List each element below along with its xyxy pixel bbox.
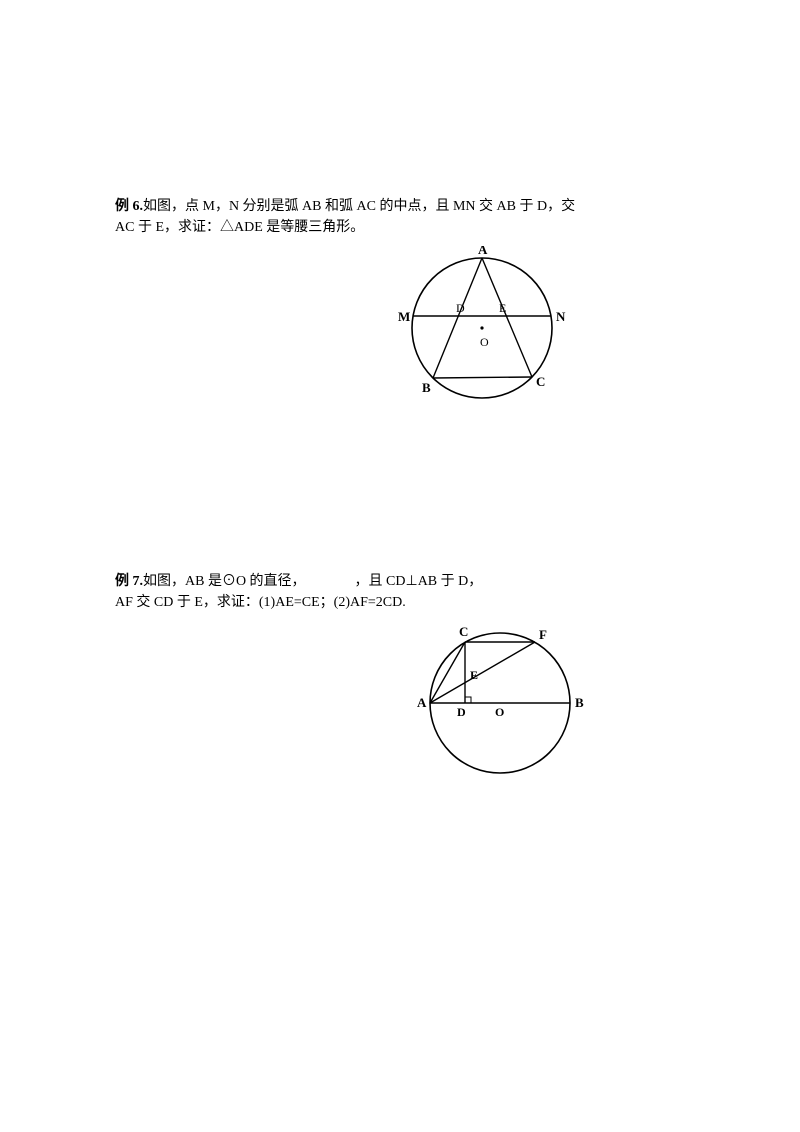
problem-7-line1: 如图，AB 是⊙O 的直径， ，且 CD⊥AB 于 D，	[143, 574, 482, 589]
problem-7-text: 例 7.如图，AB 是⊙O 的直径， ，且 CD⊥AB 于 D， AF 交 CD…	[115, 571, 685, 613]
svg-text:B: B	[422, 380, 431, 395]
problem-6-figure-wrap: A M N D E O B C	[115, 246, 685, 411]
problem-7-line2: AF 交 CD 于 E，求证：(1)AE=CE；(2)AF=2CD.	[115, 595, 406, 610]
svg-text:C: C	[459, 624, 468, 639]
svg-text:C: C	[536, 374, 545, 389]
page-content: 例 6.如图，点 M，N 分别是弧 AB 和弧 AC 的中点，且 MN 交 AB…	[115, 196, 685, 826]
problem-6-line2: AC 于 E，求证：△ADE 是等腰三角形。	[115, 220, 364, 235]
svg-text:M: M	[398, 309, 410, 324]
problem-6: 例 6.如图，点 M，N 分别是弧 AB 和弧 AC 的中点，且 MN 交 AB…	[115, 196, 685, 411]
svg-text:A: A	[478, 246, 488, 257]
problem-6-label: 例 6.	[115, 199, 143, 214]
svg-text:E: E	[470, 668, 478, 682]
svg-text:B: B	[575, 695, 584, 710]
svg-text:F: F	[539, 627, 547, 642]
problem-7: 例 7.如图，AB 是⊙O 的直径， ，且 CD⊥AB 于 D， AF 交 CD…	[115, 571, 685, 786]
problem-6-figure: A M N D E O B C	[380, 246, 585, 411]
problem-7-figure: A B C F D E O	[395, 621, 605, 786]
svg-text:O: O	[495, 705, 504, 719]
spacer	[115, 451, 685, 571]
svg-text:D: D	[457, 705, 466, 719]
svg-text:D: D	[456, 301, 465, 315]
svg-text:N: N	[556, 309, 566, 324]
problem-7-figure-wrap: A B C F D E O	[115, 621, 685, 786]
svg-text:A: A	[417, 695, 427, 710]
problem-6-text: 例 6.如图，点 M，N 分别是弧 AB 和弧 AC 的中点，且 MN 交 AB…	[115, 196, 685, 238]
svg-text:E: E	[499, 301, 506, 315]
svg-text:O: O	[480, 335, 489, 349]
problem-7-label: 例 7.	[115, 574, 143, 589]
problem-6-line1: 如图，点 M，N 分别是弧 AB 和弧 AC 的中点，且 MN 交 AB 于 D…	[143, 199, 575, 214]
